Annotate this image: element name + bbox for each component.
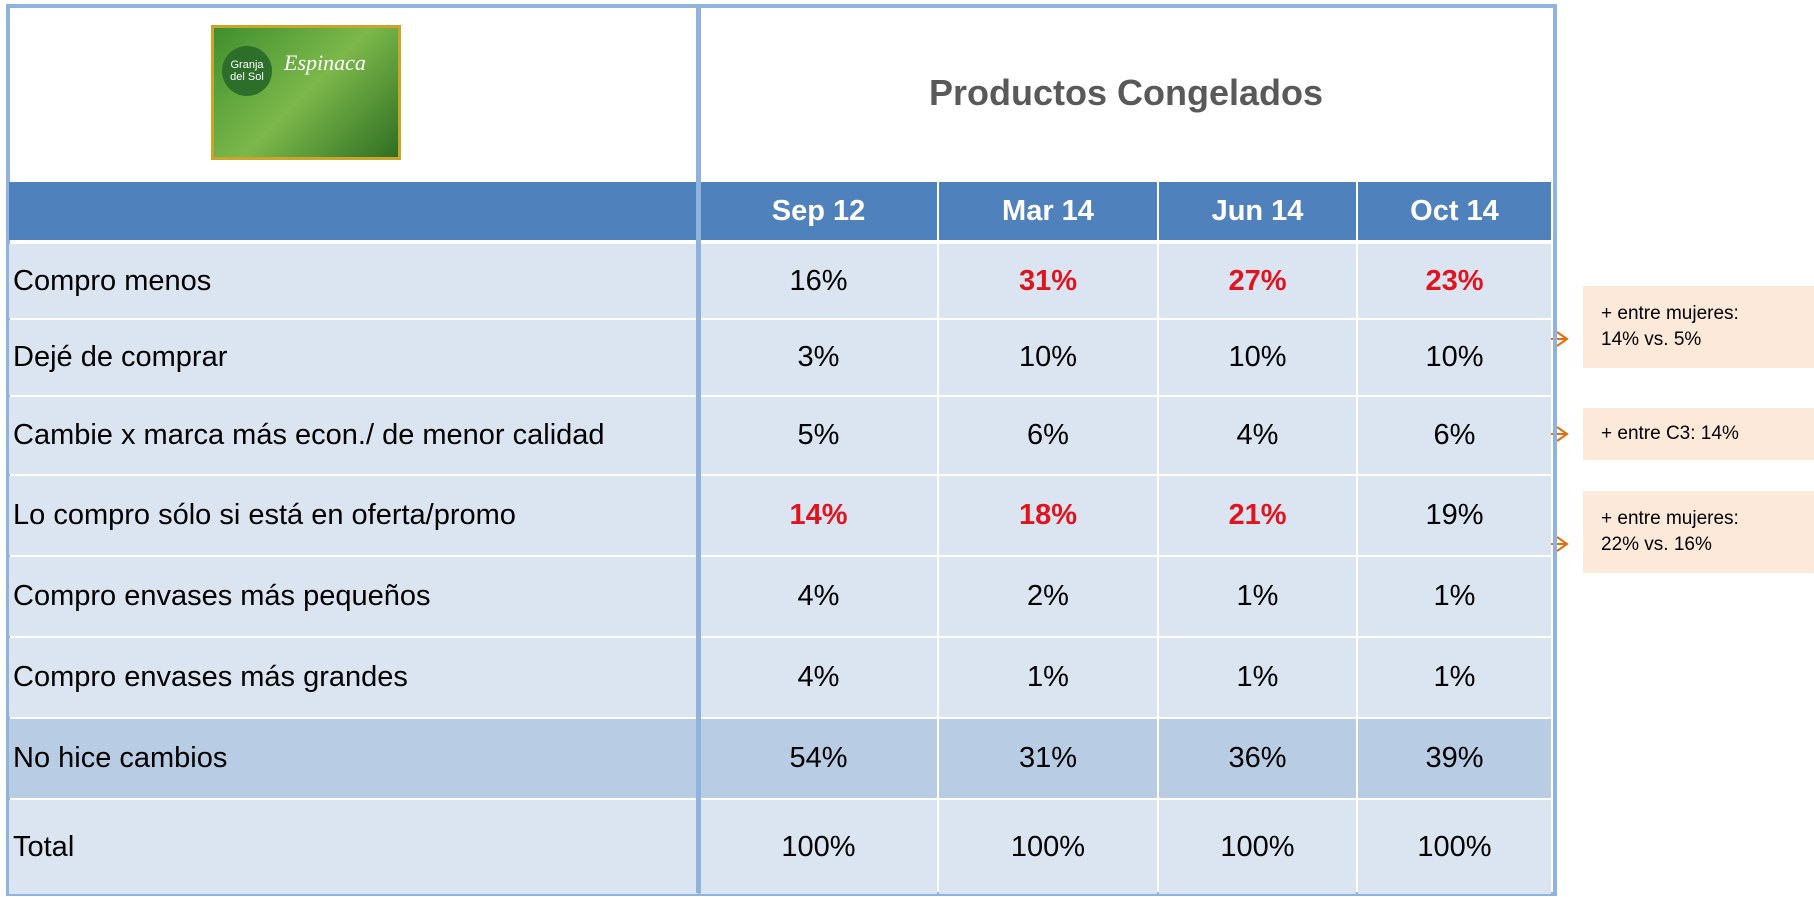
cell: 100% [939,800,1157,894]
callout: + entre mujeres: 14% vs. 5% [1583,286,1814,368]
cell: 1% [1159,638,1356,717]
callout-line: + entre mujeres: [1601,303,1739,324]
callout-line: 22% vs. 16% [1601,534,1712,555]
cell: 3% [700,320,937,395]
cell: 1% [1358,557,1551,636]
row-label: Cambie x marca más econ./ de menor calid… [9,397,698,474]
cell: 10% [939,320,1157,395]
table-frame [6,4,1557,896]
callout: + entre C3: 14% [1583,408,1814,460]
callout-line: 14% vs. 5% [1601,329,1702,350]
cell: 10% [1358,320,1551,395]
cell: 31% [939,719,1157,798]
arrow-head [1556,426,1569,442]
cell: 4% [700,638,937,717]
column-header: Jun 14 [1159,182,1356,240]
cell: 27% [1159,244,1356,318]
cell: 54% [700,719,937,798]
divider [696,8,701,893]
cell: 19% [1358,476,1551,555]
cell: 14% [700,476,937,555]
arrow-head [1556,331,1569,347]
arrow-head [1556,536,1569,552]
cell: 4% [700,557,937,636]
cell: 39% [1358,719,1551,798]
row-label: Compro menos [9,244,698,318]
brand: Granja del Sol [222,46,272,96]
callout: + entre mujeres: 22% vs. 16% [1583,491,1814,573]
cell: 6% [1358,397,1551,474]
column-header: Mar 14 [939,182,1157,240]
callout-line: + entre C3: 14% [1601,423,1739,444]
cell: 1% [939,638,1157,717]
cell: 5% [700,397,937,474]
cell: 36% [1159,719,1356,798]
column-header: Sep 12 [700,182,937,240]
cell: 31% [939,244,1157,318]
row-label: Lo compro sólo si está en oferta/promo [9,476,698,555]
cell: 4% [1159,397,1356,474]
cell: 100% [1159,800,1356,894]
column-header: Oct 14 [1358,182,1551,240]
row-label: Compro envases más pequeños [9,557,698,636]
cell: 6% [939,397,1157,474]
cell: 16% [700,244,937,318]
cell: 10% [1159,320,1356,395]
row-label: No hice cambios [9,719,698,798]
cell: 2% [939,557,1157,636]
cell: 18% [939,476,1157,555]
cell: 1% [1159,557,1356,636]
row-label: Dejé de comprar [9,320,698,395]
header-cell [9,182,698,240]
cell: 100% [700,800,937,894]
cell: 1% [1358,638,1551,717]
row-label: Compro envases más grandes [9,638,698,717]
table-title: Productos Congelados [928,71,1324,113]
cell: 23% [1358,244,1551,318]
callout-line: + entre mujeres: [1601,508,1739,529]
cell: 100% [1358,800,1551,894]
product-name: Espinaca [284,50,366,75]
row-label: Total [9,800,698,894]
cell: 21% [1159,476,1356,555]
product-image: Granja del Sol Espinaca [211,25,401,160]
